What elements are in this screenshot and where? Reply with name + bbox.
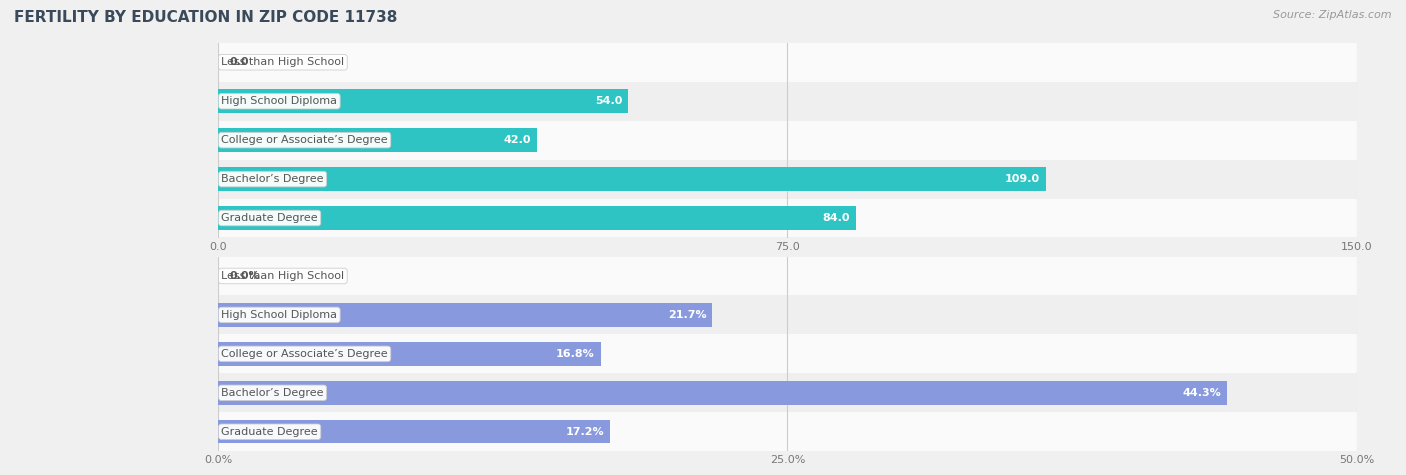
Bar (218, 412, 1357, 451)
Text: 54.0: 54.0 (595, 96, 623, 106)
Text: 42.0: 42.0 (503, 135, 531, 145)
Text: Source: ZipAtlas.com: Source: ZipAtlas.com (1274, 10, 1392, 19)
Bar (218, 121, 1357, 160)
Bar (218, 160, 1357, 199)
Text: 17.2%: 17.2% (565, 427, 605, 437)
Bar (218, 381, 1227, 405)
Bar (218, 303, 713, 327)
Text: College or Associate’s Degree: College or Associate’s Degree (221, 135, 388, 145)
Bar (218, 82, 1357, 121)
Bar (218, 342, 600, 366)
Bar (218, 89, 628, 113)
Text: 84.0: 84.0 (823, 213, 851, 223)
Text: FERTILITY BY EDUCATION IN ZIP CODE 11738: FERTILITY BY EDUCATION IN ZIP CODE 11738 (14, 10, 398, 25)
Bar (218, 206, 856, 230)
Bar (218, 420, 610, 444)
Text: Graduate Degree: Graduate Degree (221, 427, 318, 437)
Text: 0.0%: 0.0% (229, 271, 260, 281)
Text: Less than High School: Less than High School (221, 57, 344, 67)
Text: 21.7%: 21.7% (668, 310, 706, 320)
Bar (218, 256, 1357, 295)
Bar (218, 373, 1357, 412)
Bar (218, 295, 1357, 334)
Text: 44.3%: 44.3% (1182, 388, 1222, 398)
Text: 0.0: 0.0 (229, 57, 249, 67)
Text: High School Diploma: High School Diploma (221, 310, 337, 320)
Bar (218, 128, 537, 152)
Text: 109.0: 109.0 (1005, 174, 1040, 184)
Bar (218, 199, 1357, 238)
Text: 16.8%: 16.8% (557, 349, 595, 359)
Bar (218, 167, 1046, 191)
Text: Bachelor’s Degree: Bachelor’s Degree (221, 174, 323, 184)
Text: Less than High School: Less than High School (221, 271, 344, 281)
Text: College or Associate’s Degree: College or Associate’s Degree (221, 349, 388, 359)
Bar (218, 334, 1357, 373)
Text: High School Diploma: High School Diploma (221, 96, 337, 106)
Bar (218, 43, 1357, 82)
Text: Graduate Degree: Graduate Degree (221, 213, 318, 223)
Text: Bachelor’s Degree: Bachelor’s Degree (221, 388, 323, 398)
